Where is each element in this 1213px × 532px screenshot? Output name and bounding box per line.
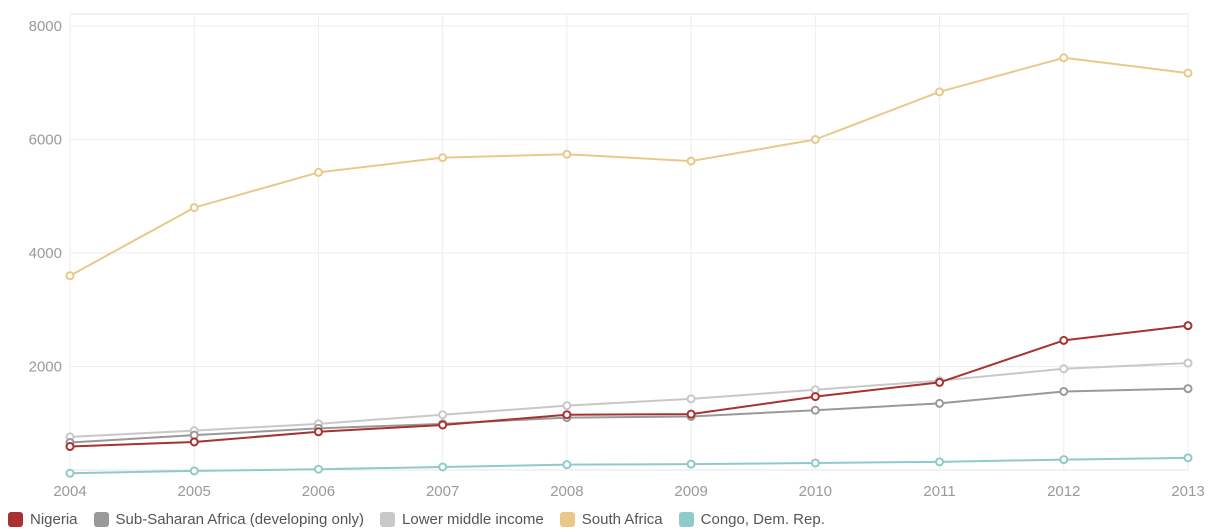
data-point <box>65 442 75 452</box>
data-point <box>686 156 696 166</box>
legend-label: Lower middle income <box>402 510 544 528</box>
data-point <box>562 401 572 411</box>
data-point <box>65 468 75 478</box>
legend-item-lower-middle-income[interactable]: Lower middle income <box>380 511 544 528</box>
data-point <box>1059 386 1069 396</box>
data-point <box>935 457 945 467</box>
legend-swatch <box>93 511 109 527</box>
legend-label: Sub-Saharan Africa (developing only) <box>115 510 365 528</box>
data-point <box>562 410 572 420</box>
legend: Nigeria Sub-Saharan Africa (developing on… <box>8 508 841 530</box>
data-point <box>438 153 448 163</box>
x-tick-label: 2010 <box>799 483 832 500</box>
legend-item-south-africa[interactable]: South Africa <box>559 510 663 528</box>
series-line <box>69 56 1189 277</box>
legend-label: Nigeria <box>30 510 78 528</box>
data-point <box>1059 53 1069 63</box>
x-tick-label: 2004 <box>53 483 86 500</box>
data-point <box>935 398 945 408</box>
legend-swatch <box>8 511 23 527</box>
data-point <box>810 392 820 402</box>
data-point <box>1059 455 1069 465</box>
x-tick-label: 2013 <box>1171 483 1204 500</box>
legend-item-congo-dem-rep[interactable]: Congo, Dem. Rep. <box>678 510 825 528</box>
data-point <box>438 410 448 420</box>
series-nigeria <box>65 321 1193 452</box>
series-congo-dem-rep <box>65 453 1193 478</box>
x-tick-label: 2011 <box>923 483 955 500</box>
data-point <box>313 464 323 474</box>
series-lower-middle-income <box>65 358 1193 442</box>
legend-label: Congo, Dem. Rep. <box>700 510 825 528</box>
data-point <box>686 409 696 419</box>
data-point <box>438 420 448 430</box>
data-point <box>562 149 572 159</box>
line-chart: 2000 4000 6000 8000 2004 2005 2006 2007 2008 2009… <box>29 13 1205 500</box>
series-sub-saharan-africa-developing-only <box>65 384 1193 448</box>
series-lines <box>65 53 1193 478</box>
data-point <box>438 462 448 472</box>
data-point <box>1183 453 1193 463</box>
x-tick-label: 2005 <box>178 483 211 500</box>
x-tick-label: 2008 <box>550 483 583 500</box>
x-tick-label: 2006 <box>302 483 335 500</box>
data-point <box>935 87 945 97</box>
data-point <box>313 427 323 437</box>
data-point <box>65 271 75 281</box>
data-point <box>686 459 696 469</box>
data-point <box>1059 364 1069 374</box>
data-point <box>810 458 820 468</box>
y-tick-label: 8000 <box>29 18 62 35</box>
series-line <box>69 387 1189 444</box>
series-south-africa <box>65 53 1193 281</box>
y-tick-label: 2000 <box>29 359 62 376</box>
data-point <box>1183 68 1193 78</box>
y-tick-label: 4000 <box>29 245 62 262</box>
data-point <box>1183 321 1193 331</box>
data-point <box>1183 384 1193 394</box>
legend-label: South Africa <box>581 510 663 528</box>
data-point <box>189 437 199 447</box>
data-point <box>562 460 572 470</box>
data-point <box>189 203 199 213</box>
data-point <box>810 135 820 144</box>
x-tick-label: 2007 <box>426 483 459 500</box>
legend-item-nigeria[interactable]: Nigeria <box>8 511 78 528</box>
axis-labels: 2000 4000 6000 8000 2004 2005 2006 2007 2008 2009… <box>29 18 1205 500</box>
y-tick-label: 6000 <box>29 132 62 149</box>
data-point <box>810 405 820 415</box>
legend-swatch <box>678 511 694 527</box>
legend-swatch <box>380 511 396 527</box>
series-line <box>69 362 1189 438</box>
x-tick-label: 2012 <box>1047 483 1080 500</box>
data-point <box>313 167 323 177</box>
data-point <box>686 394 696 404</box>
data-point <box>1059 335 1069 345</box>
series-line <box>69 324 1189 448</box>
legend-item-sub-saharan-africa-developing-only[interactable]: Sub-Saharan Africa (developing only) <box>93 510 365 528</box>
data-point <box>189 466 199 476</box>
legend-swatch <box>559 511 575 527</box>
data-point <box>1183 358 1193 368</box>
series-line <box>69 456 1189 475</box>
data-point <box>935 377 945 387</box>
x-tick-label: 2009 <box>674 483 707 500</box>
